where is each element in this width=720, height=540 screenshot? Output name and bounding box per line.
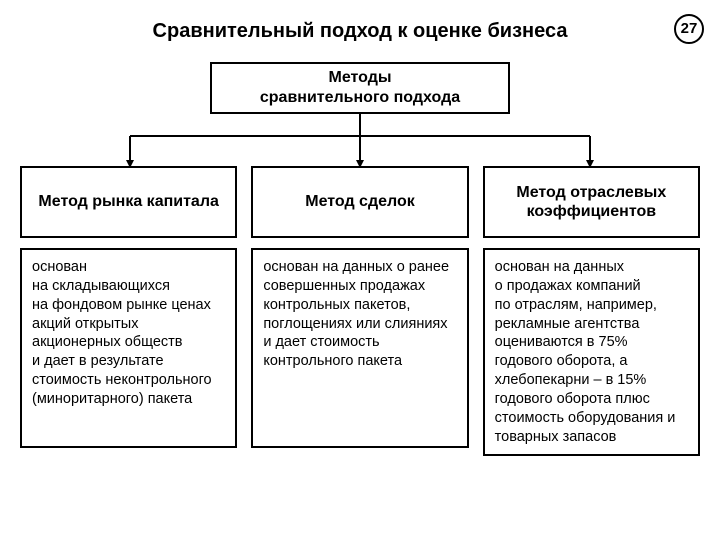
method-desc: основан на складывающихся на фондовом ры… xyxy=(20,248,237,448)
method-title: Метод сделок xyxy=(251,166,468,238)
methods-row: Метод рынка капитала основан на складыва… xyxy=(20,166,700,456)
method-title: Метод отраслевых коэффициентов xyxy=(483,166,700,238)
method-column: Метод сделок основан на данных о ранее с… xyxy=(251,166,468,456)
root-node: Методы сравнительного подхода xyxy=(210,62,510,114)
method-column: Метод рынка капитала основан на складыва… xyxy=(20,166,237,456)
method-desc: основан на данных о ранее совершенных пр… xyxy=(251,248,468,448)
connector-svg xyxy=(0,114,720,166)
page-title: Сравнительный подход к оценке бизнеса xyxy=(0,20,720,43)
method-desc: основан на данных о продажах компаний по… xyxy=(483,248,700,456)
page-number-badge: 27 xyxy=(674,14,704,44)
root-label-line1: Методы xyxy=(212,68,508,88)
method-title: Метод рынка капитала xyxy=(20,166,237,238)
method-column: Метод отраслевых коэффициентов основан н… xyxy=(483,166,700,456)
root-label-line2: сравнительного подхода xyxy=(212,88,508,108)
